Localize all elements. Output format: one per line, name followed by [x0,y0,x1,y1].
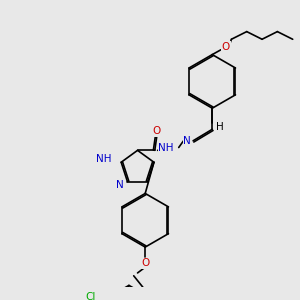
Text: O: O [141,258,149,268]
Text: H: H [216,122,224,132]
Text: N: N [116,180,124,190]
Text: O: O [221,42,230,52]
Text: N: N [184,136,191,146]
Text: NH: NH [158,143,174,153]
Text: NH: NH [96,154,112,164]
Text: O: O [153,126,161,136]
Text: Cl: Cl [86,292,96,300]
